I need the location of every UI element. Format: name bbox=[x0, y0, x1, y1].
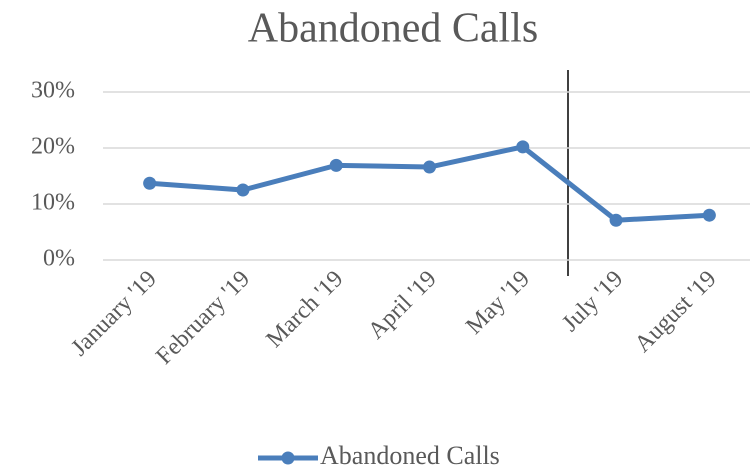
legend-marker bbox=[281, 451, 295, 465]
x-tick-label: July '19 bbox=[557, 266, 628, 337]
x-tick-label: January '19 bbox=[66, 266, 161, 361]
x-tick-label: April '19 bbox=[363, 266, 441, 344]
y-tick-label: 0% bbox=[43, 246, 75, 272]
x-tick-label: February '19 bbox=[151, 266, 255, 370]
data-point bbox=[609, 213, 623, 227]
y-tick-label: 30% bbox=[31, 78, 75, 104]
x-tick-label: March '19 bbox=[262, 266, 349, 353]
data-point bbox=[702, 208, 716, 222]
data-point bbox=[516, 140, 530, 154]
data-line bbox=[149, 144, 710, 223]
data-point bbox=[143, 176, 157, 190]
data-point bbox=[329, 158, 343, 172]
x-tick-label: May '19 bbox=[461, 266, 535, 340]
data-point bbox=[423, 160, 436, 174]
y-tick-label: 20% bbox=[31, 134, 75, 160]
y-tick-label: 10% bbox=[31, 190, 75, 216]
legend-label: Abandoned Calls bbox=[320, 441, 500, 470]
data-point bbox=[236, 183, 250, 197]
chart-title: Abandoned Calls bbox=[248, 6, 538, 52]
x-tick-label: August '19 bbox=[630, 266, 722, 358]
